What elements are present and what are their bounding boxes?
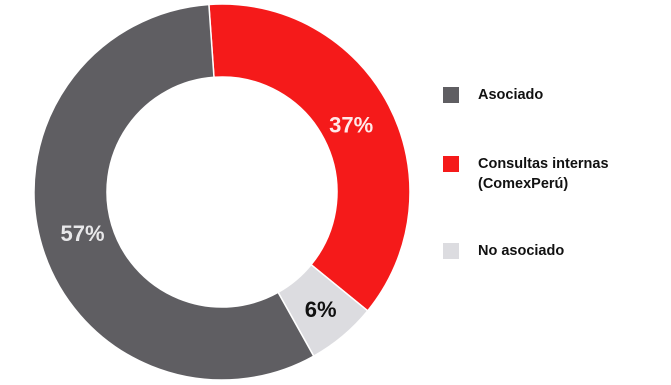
legend-item-no-asociado: No asociado	[443, 241, 564, 261]
legend-label-no-asociado: No asociado	[478, 243, 565, 259]
slice-label-consultas-internas: 37%	[329, 113, 373, 138]
slice-asociado	[33, 3, 315, 381]
legend-item-consultas-internas: Consultas internas (ComexPerú)	[443, 154, 609, 194]
legend-swatch-asociado	[443, 87, 459, 103]
legend-label-consultas-internas: Consultas internas (ComexPerú)	[478, 156, 609, 192]
slice-consultas-internas	[208, 3, 411, 312]
legend-swatch-consultas-internas	[443, 156, 459, 172]
slice-label-asociado: 57%	[61, 221, 105, 246]
legend-label-asociado: Asociado	[478, 87, 544, 103]
legend-item-asociado: Asociado	[443, 85, 543, 105]
slice-label-no-asociado: 6%	[305, 297, 337, 322]
legend-swatch-no-asociado	[443, 243, 459, 259]
